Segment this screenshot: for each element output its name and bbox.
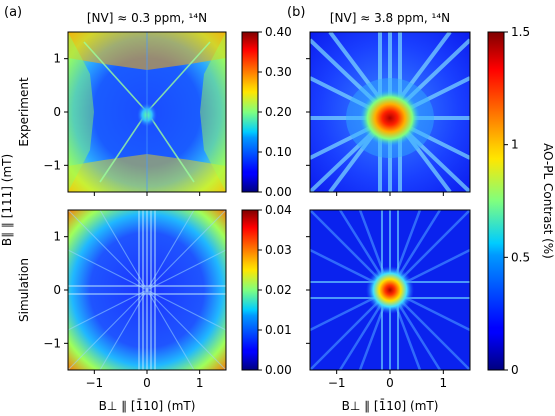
colorbar-tick-label-b: 0.5 xyxy=(511,250,530,264)
y-tick-label-a-simulation: −1 xyxy=(43,336,61,350)
y-tick-label-a-simulation: 1 xyxy=(53,230,61,244)
row-label-experiment: Experiment xyxy=(17,77,31,147)
heatmap-a-experiment xyxy=(68,32,226,192)
y-tick-label-a-experiment: −1 xyxy=(43,158,61,172)
colorbar-b xyxy=(487,31,505,371)
colorbar-tick-label-b: 1 xyxy=(511,138,519,152)
heatmap-a-simulation xyxy=(68,210,226,370)
title-a: [NV] ≈ 0.3 ppm, ¹⁴N xyxy=(87,11,207,25)
x-tick-label-b-simulation: 0 xyxy=(386,376,394,390)
colorbar-tick-label-a-experiment: 0.20 xyxy=(265,105,292,119)
y-tick-label-a-experiment: 0 xyxy=(53,105,61,119)
row-label-simulation: Simulation xyxy=(17,258,31,322)
colorbar-a-simulation xyxy=(241,209,259,371)
colorbar-tick-label-b: 0 xyxy=(511,363,519,377)
panel-label-b: (b) xyxy=(287,5,305,20)
colorbar-tick-label-a-simulation: 0.02 xyxy=(265,283,292,297)
colorbar-ticks: 0.00 0.10 0.20 0.30 0.40 0.00 0.01 0.02 0.03 0.04… xyxy=(258,25,530,377)
y-tick-label-a-experiment: 1 xyxy=(53,52,61,66)
axis-ticks: 1 0 −1 −1 0 1 1 0 −1 −1 0 1 xyxy=(43,52,447,390)
colorbar-tick-label-a-experiment: 0.40 xyxy=(265,25,292,39)
x-axis-label-b: B⊥ ∥ [1̄10] (mT) xyxy=(342,399,439,413)
colorbar-tick-label-a-simulation: 0.00 xyxy=(265,363,292,377)
colorbar-label: AO-PL Contrast (%) xyxy=(541,143,555,259)
colorbar-tick-label-b: 1.5 xyxy=(511,25,530,39)
x-axis-label-a: B⊥ ∥ [1̄10] (mT) xyxy=(99,399,196,413)
x-tick-label-a-simulation: 1 xyxy=(196,376,204,390)
colorbar-tick-label-a-simulation: 0.03 xyxy=(265,243,292,257)
colorbar-tick-label-a-experiment: 0.10 xyxy=(265,145,292,159)
panel-label-a: (a) xyxy=(4,5,22,20)
x-tick-label-b-simulation: −1 xyxy=(328,376,346,390)
colorbar-tick-label-a-simulation: 0.01 xyxy=(265,323,292,337)
colorbar-tick-label-a-experiment: 0.30 xyxy=(265,65,292,79)
heatmap-b-experiment xyxy=(310,32,470,192)
colorbar-tick-label-a-experiment: 0.00 xyxy=(265,185,292,199)
x-tick-label-a-simulation: −1 xyxy=(85,376,103,390)
y-tick-label-a-simulation: 0 xyxy=(53,283,61,297)
title-b: [NV] ≈ 3.8 ppm, ¹⁴N xyxy=(330,11,450,25)
x-tick-label-b-simulation: 1 xyxy=(440,376,448,390)
colorbar-a-experiment xyxy=(241,31,259,193)
y-axis-label: B∥ ∥ [111] (mT) xyxy=(0,154,14,246)
heatmap-b-simulation xyxy=(310,210,470,370)
x-tick-label-a-simulation: 0 xyxy=(143,376,151,390)
colorbar-tick-label-a-simulation: 0.04 xyxy=(265,203,292,217)
